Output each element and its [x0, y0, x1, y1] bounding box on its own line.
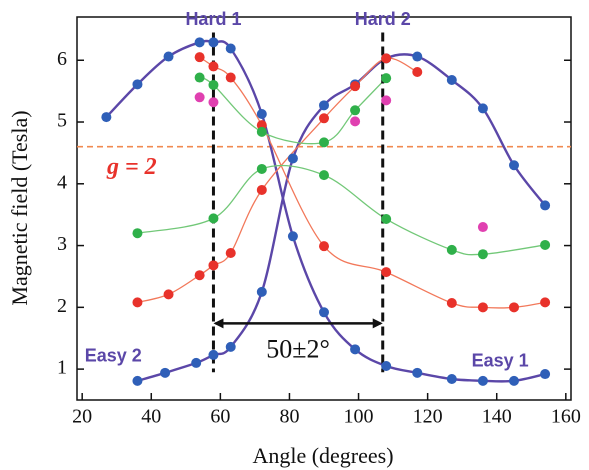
- y-tick-label: 2: [57, 295, 67, 317]
- reference-label: g = 2: [106, 154, 157, 180]
- data-point: [381, 53, 392, 64]
- data-point: [163, 51, 174, 62]
- data-point: [225, 43, 236, 54]
- data-point: [194, 52, 205, 63]
- data-point: [446, 373, 457, 384]
- y-tick-label: 3: [57, 233, 67, 255]
- x-tick-label: 160: [551, 406, 581, 428]
- data-point: [194, 37, 205, 48]
- data-point: [208, 61, 219, 72]
- data-point: [509, 375, 519, 386]
- arrow-head: [372, 318, 383, 329]
- data-point: [540, 239, 551, 250]
- data-point: [446, 244, 457, 255]
- x-tick-label: 60: [210, 406, 230, 428]
- fit-line: [105, 39, 546, 383]
- data-point: [412, 367, 423, 378]
- data-point: [256, 163, 267, 174]
- data-point: [256, 126, 267, 137]
- y-axis-label: Magnetic field (Tesla): [7, 110, 32, 305]
- data-point: [208, 260, 219, 271]
- data-point: [540, 297, 551, 308]
- data-point: [132, 375, 143, 386]
- data-point: [208, 97, 219, 108]
- annotation: Hard 1: [185, 9, 241, 29]
- data-point: [540, 369, 551, 380]
- data-point: [287, 153, 298, 164]
- data-point: [132, 228, 143, 239]
- data-point: [477, 103, 488, 114]
- data-point: [381, 267, 392, 278]
- data-point: [319, 307, 329, 318]
- data-point: [160, 367, 171, 378]
- data-point: [163, 289, 174, 300]
- data-point: [225, 341, 236, 352]
- data-point: [132, 297, 143, 308]
- annotation: Easy 1: [472, 350, 529, 370]
- data-point: [256, 286, 267, 297]
- data-point: [381, 361, 392, 372]
- x-tick-label: 20: [72, 406, 92, 428]
- x-tick-label: 120: [413, 406, 443, 428]
- data-point: [208, 37, 219, 48]
- data-point: [350, 344, 361, 355]
- annotation: Hard 2: [355, 9, 411, 29]
- data-point: [208, 213, 219, 224]
- y-tick-label: 6: [57, 48, 67, 70]
- data-point: [101, 112, 112, 123]
- data-point: [381, 73, 392, 84]
- fit-line: [137, 57, 418, 304]
- data-point: [350, 81, 361, 92]
- data-point: [381, 95, 392, 106]
- data-point: [194, 72, 205, 83]
- data-point: [319, 170, 329, 181]
- data-point: [319, 241, 329, 252]
- data-point: [256, 184, 267, 195]
- data-point: [350, 116, 361, 127]
- data-point: [208, 79, 219, 90]
- data-point: [477, 302, 488, 313]
- x-tick-label: 100: [344, 406, 374, 428]
- x-axis-label: Angle (degrees): [252, 443, 393, 468]
- data-point: [509, 302, 519, 313]
- y-tick-label: 5: [57, 110, 67, 132]
- data-point: [446, 298, 457, 309]
- data-point: [381, 214, 392, 225]
- span-label: 50±2°: [266, 334, 330, 363]
- data-point: [477, 375, 488, 386]
- data-point: [191, 357, 202, 368]
- data-point: [509, 160, 519, 171]
- y-tick-label: 4: [57, 171, 67, 193]
- data-point: [225, 72, 236, 83]
- data-point: [225, 247, 236, 258]
- arrow-head: [213, 318, 224, 329]
- data-point: [446, 75, 457, 86]
- fit-line: [137, 53, 547, 383]
- fit-line: [137, 164, 546, 256]
- data-point: [319, 113, 329, 124]
- data-point: [319, 100, 329, 111]
- data-point: [194, 270, 205, 281]
- plot-frame: [76, 16, 572, 401]
- data-point: [477, 249, 488, 260]
- data-point: [350, 105, 361, 116]
- data-point: [412, 51, 423, 62]
- data-point: [287, 231, 298, 242]
- x-tick-label: 40: [141, 406, 161, 428]
- x-tick-label: 140: [482, 406, 512, 428]
- data-point: [477, 222, 488, 233]
- data-point: [256, 108, 267, 119]
- fit-line: [199, 56, 546, 309]
- data-point: [132, 79, 143, 90]
- data-point: [194, 92, 205, 103]
- data-point: [412, 66, 423, 77]
- y-tick-label: 1: [57, 357, 67, 379]
- x-tick-label: 80: [279, 406, 299, 428]
- data-point: [319, 137, 329, 148]
- data-point: [540, 200, 551, 211]
- annotation: Easy 2: [85, 346, 142, 366]
- data-point: [208, 349, 219, 360]
